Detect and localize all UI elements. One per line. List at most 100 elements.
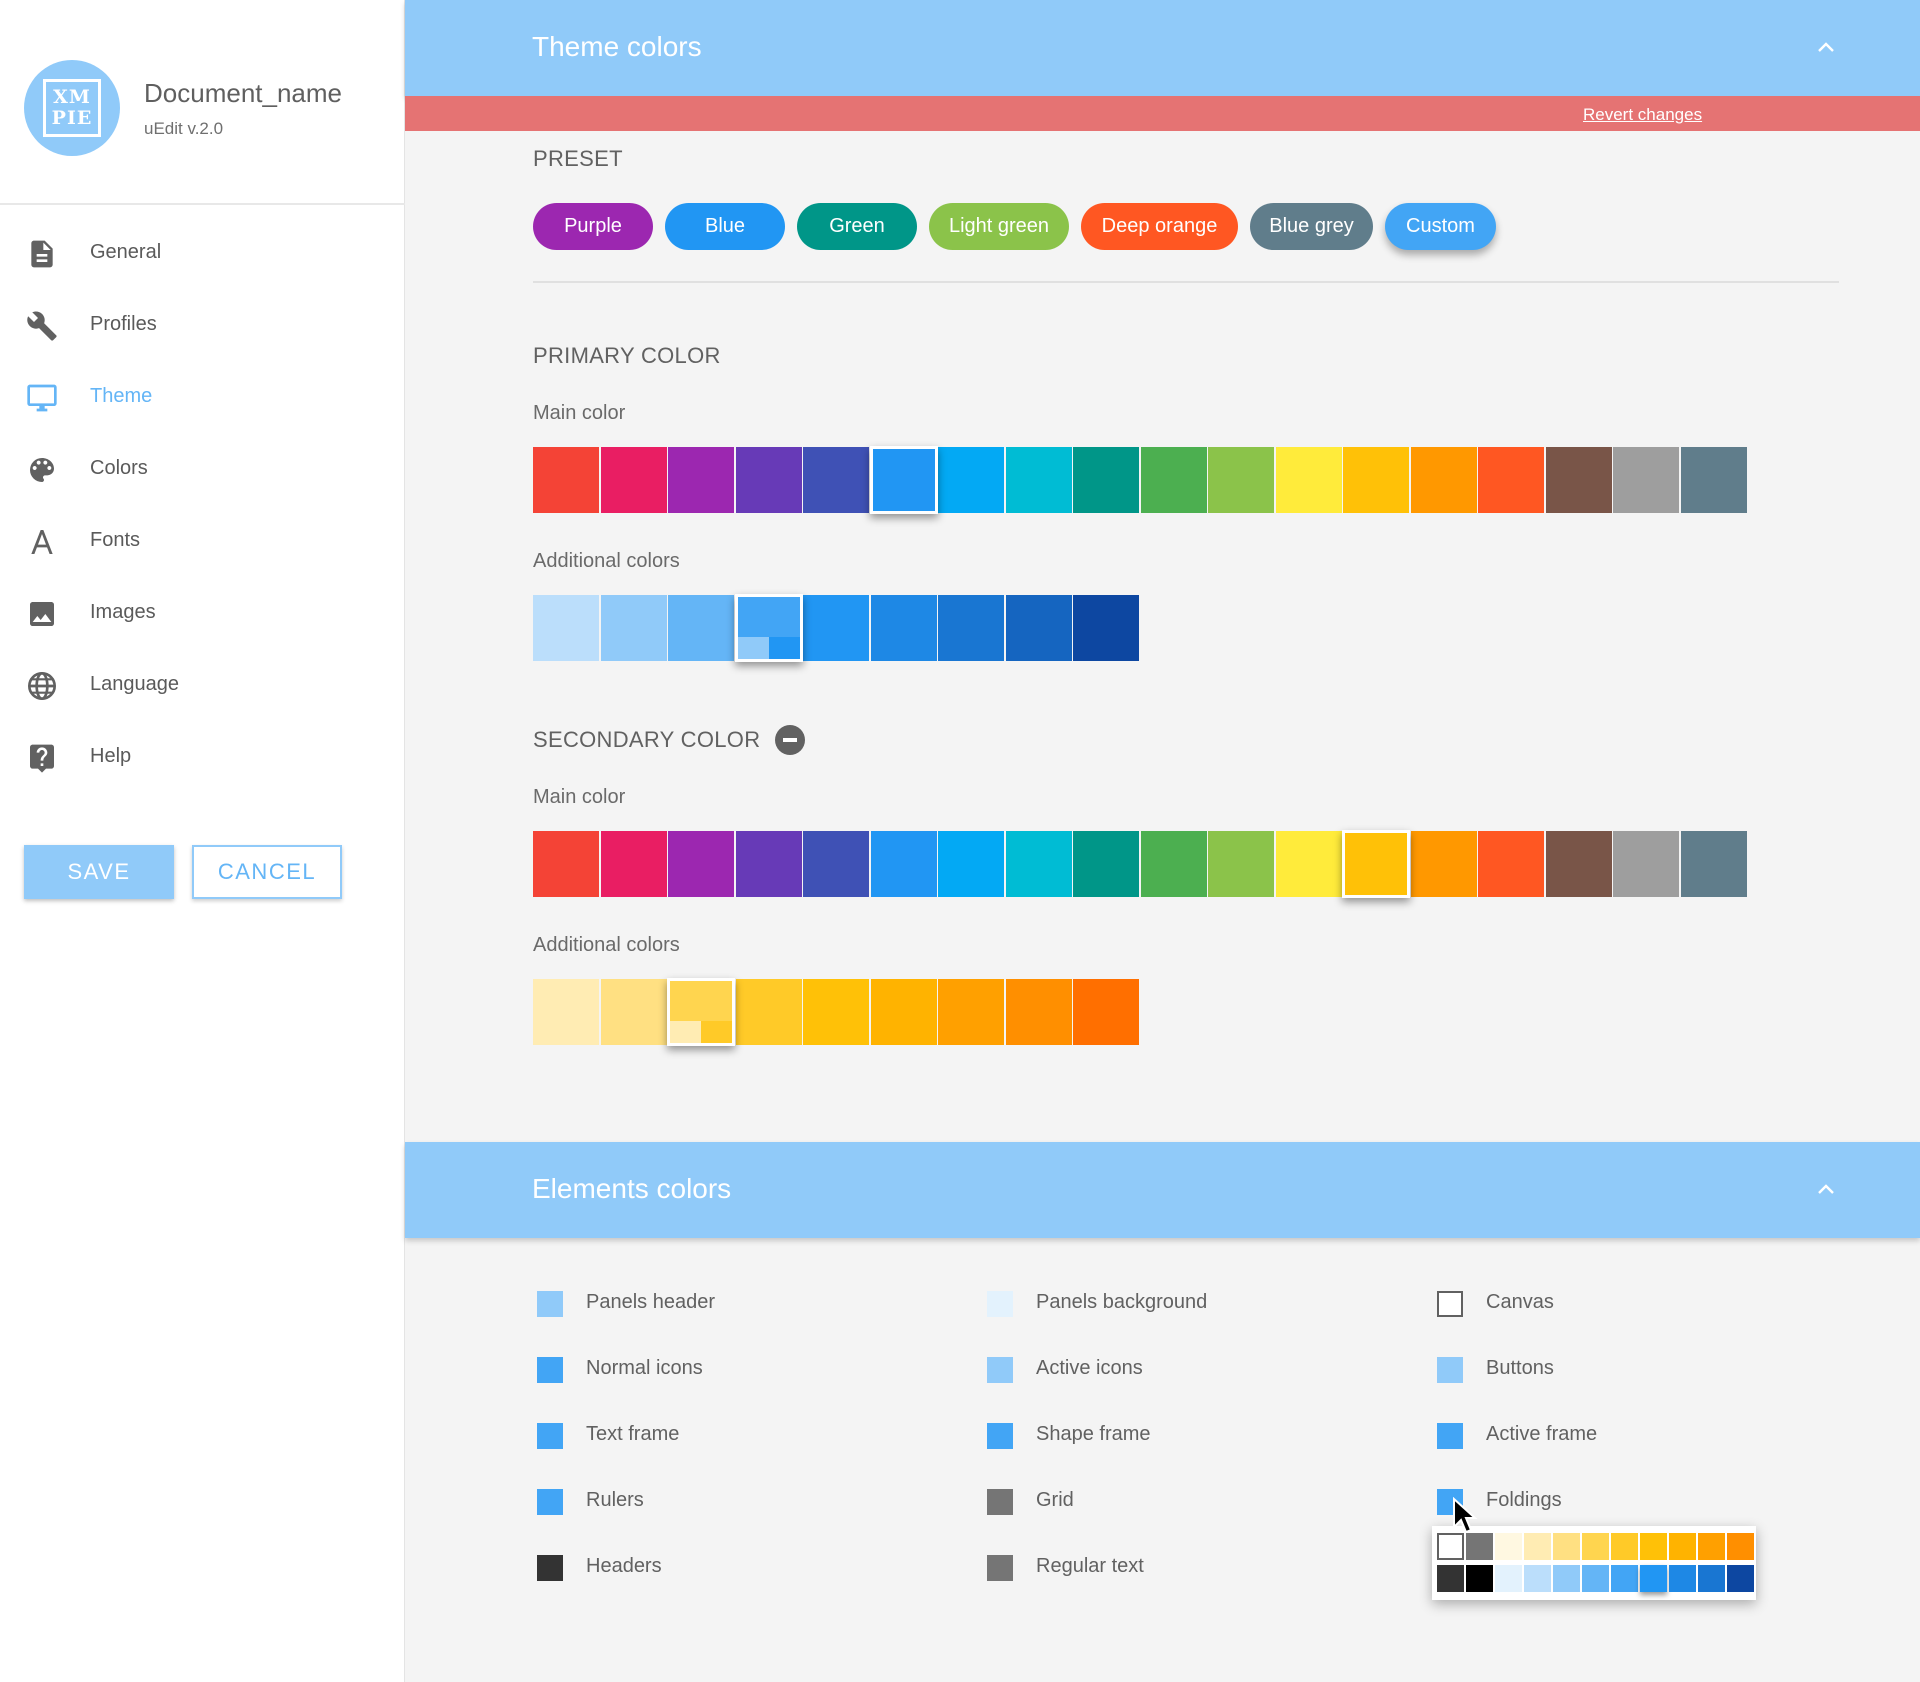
preset-chip-custom[interactable]: Custom [1385, 203, 1496, 250]
additional-color-swatch[interactable] [1073, 979, 1139, 1045]
cancel-button[interactable]: CANCEL [192, 845, 342, 899]
preset-chip-blue[interactable]: Blue [665, 203, 785, 250]
sidebar-item-general[interactable]: General [0, 224, 405, 280]
additional-color-swatch[interactable] [1005, 979, 1072, 1045]
additional-color-swatch[interactable] [938, 595, 1004, 661]
sidebar-item-fonts[interactable]: Fonts [0, 512, 405, 568]
preset-chip-deep-orange[interactable]: Deep orange [1081, 203, 1238, 250]
preset-chip-green[interactable]: Green [797, 203, 917, 250]
additional-color-swatch[interactable] [667, 978, 735, 1046]
color-swatch-button[interactable] [1437, 1357, 1463, 1383]
additional-color-swatch[interactable] [1073, 595, 1139, 661]
main-color-swatch[interactable] [1005, 447, 1072, 513]
picker-color-swatch[interactable] [1698, 1533, 1725, 1560]
main-color-swatch[interactable] [803, 831, 869, 897]
additional-color-swatch[interactable] [870, 979, 937, 1045]
sidebar-item-profiles[interactable]: Profiles [0, 296, 405, 352]
additional-color-swatch[interactable] [735, 979, 802, 1045]
color-swatch-button[interactable] [537, 1489, 563, 1515]
main-color-swatch[interactable] [1478, 831, 1544, 897]
picker-color-swatch[interactable] [1640, 1533, 1667, 1560]
additional-color-swatch[interactable] [734, 594, 803, 662]
theme-colors-header[interactable]: Theme colors [405, 0, 1920, 96]
color-swatch-button[interactable] [1437, 1423, 1463, 1449]
remove-secondary-icon[interactable] [775, 725, 805, 755]
main-color-swatch[interactable] [600, 447, 667, 513]
picker-color-swatch[interactable] [1698, 1565, 1725, 1592]
main-color-swatch[interactable] [1342, 830, 1410, 898]
main-color-swatch[interactable] [668, 447, 734, 513]
additional-color-swatch[interactable] [803, 979, 869, 1045]
main-color-swatch[interactable] [1140, 447, 1207, 513]
color-swatch-button[interactable] [1437, 1291, 1463, 1317]
revert-changes-link[interactable]: Revert changes [1583, 105, 1703, 124]
additional-color-swatch[interactable] [600, 979, 667, 1045]
additional-color-swatch[interactable] [870, 595, 937, 661]
main-color-swatch[interactable] [600, 831, 667, 897]
main-color-swatch[interactable] [1613, 831, 1679, 897]
picker-color-swatch[interactable] [1669, 1533, 1696, 1560]
main-color-swatch[interactable] [735, 831, 802, 897]
main-color-swatch[interactable] [1073, 831, 1139, 897]
picker-color-swatch[interactable] [1524, 1565, 1551, 1592]
elements-colors-header[interactable]: Elements colors [405, 1142, 1920, 1238]
picker-color-swatch[interactable] [1582, 1533, 1609, 1560]
main-color-swatch[interactable] [1275, 447, 1342, 513]
color-swatch-button[interactable] [987, 1357, 1013, 1383]
main-color-swatch[interactable] [1275, 831, 1342, 897]
main-color-swatch[interactable] [938, 447, 1004, 513]
main-color-swatch[interactable] [735, 447, 802, 513]
main-color-swatch[interactable] [1140, 831, 1207, 897]
main-color-swatch[interactable] [1208, 447, 1274, 513]
main-color-swatch[interactable] [1613, 447, 1679, 513]
main-color-swatch[interactable] [1478, 447, 1544, 513]
main-color-swatch[interactable] [1005, 831, 1072, 897]
picker-color-swatch[interactable] [1466, 1565, 1493, 1592]
additional-color-swatch[interactable] [938, 979, 1004, 1045]
picker-color-swatch[interactable] [1640, 1565, 1667, 1592]
picker-color-swatch[interactable] [1524, 1533, 1551, 1560]
additional-color-swatch[interactable] [668, 595, 734, 661]
additional-color-swatch[interactable] [600, 595, 667, 661]
main-color-swatch[interactable] [533, 831, 599, 897]
picker-color-swatch[interactable] [1611, 1565, 1638, 1592]
picker-color-swatch[interactable] [1495, 1565, 1522, 1592]
main-color-swatch[interactable] [1680, 831, 1747, 897]
picker-color-swatch[interactable] [1582, 1565, 1609, 1592]
main-color-swatch[interactable] [1073, 447, 1139, 513]
main-color-swatch[interactable] [938, 831, 1004, 897]
picker-color-swatch[interactable] [1727, 1533, 1754, 1560]
preset-chip-blue-grey[interactable]: Blue grey [1250, 203, 1373, 250]
main-color-swatch[interactable] [1410, 447, 1477, 513]
sidebar-item-language[interactable]: Language [0, 656, 405, 712]
sidebar-item-help[interactable]: Help [0, 728, 405, 784]
color-swatch-button[interactable] [537, 1291, 563, 1317]
main-color-swatch[interactable] [1680, 447, 1747, 513]
additional-color-swatch[interactable] [533, 979, 599, 1045]
color-swatch-button[interactable] [537, 1555, 563, 1581]
picker-color-swatch[interactable] [1669, 1565, 1696, 1592]
picker-color-swatch[interactable] [1611, 1533, 1638, 1560]
picker-color-swatch[interactable] [1437, 1533, 1464, 1560]
color-swatch-button[interactable] [537, 1423, 563, 1449]
additional-color-swatch[interactable] [803, 595, 869, 661]
main-color-swatch[interactable] [803, 447, 869, 513]
color-swatch-button[interactable] [987, 1291, 1013, 1317]
preset-chip-light-green[interactable]: Light green [929, 203, 1069, 250]
sidebar-item-images[interactable]: Images [0, 584, 405, 640]
additional-color-swatch[interactable] [533, 595, 599, 661]
picker-color-swatch[interactable] [1495, 1533, 1522, 1560]
color-swatch-button[interactable] [987, 1423, 1013, 1449]
picker-color-swatch[interactable] [1727, 1565, 1754, 1592]
chevron-up-icon[interactable] [1814, 36, 1838, 60]
main-color-swatch[interactable] [533, 447, 599, 513]
color-swatch-button[interactable] [987, 1555, 1013, 1581]
main-color-swatch[interactable] [1545, 831, 1612, 897]
additional-color-swatch[interactable] [1005, 595, 1072, 661]
main-color-swatch[interactable] [1410, 831, 1477, 897]
picker-color-swatch[interactable] [1466, 1533, 1493, 1560]
sidebar-item-theme[interactable]: Theme [0, 368, 405, 424]
main-color-swatch[interactable] [1545, 447, 1612, 513]
main-color-swatch[interactable] [869, 446, 938, 514]
color-swatch-button[interactable] [987, 1489, 1013, 1515]
